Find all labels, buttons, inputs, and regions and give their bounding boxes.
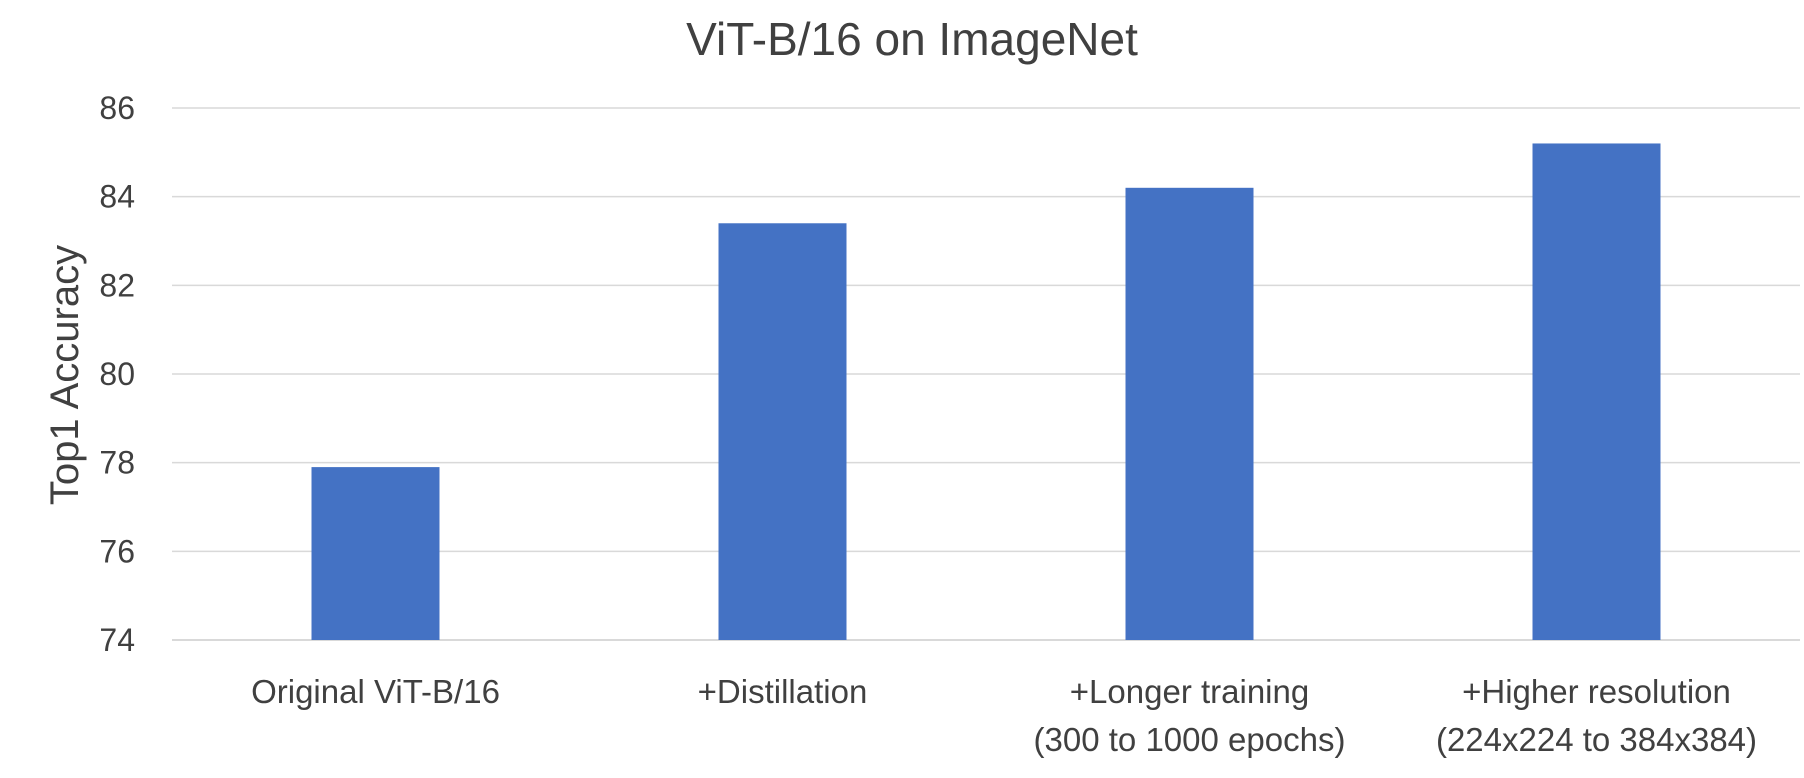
y-tick-label: 80 — [99, 356, 135, 392]
gridlines — [172, 107, 1800, 641]
chart-title: ViT-B/16 on ImageNet — [686, 13, 1138, 65]
x-category-label: (300 to 1000 epochs) — [1034, 721, 1346, 758]
y-tick-label: 86 — [99, 90, 135, 126]
x-category-label: (224x224 to 384x384) — [1436, 721, 1757, 758]
y-tick-label: 84 — [99, 179, 135, 215]
bar — [718, 223, 847, 640]
x-category-label: +Distillation — [698, 673, 868, 710]
x-category-label: +Longer training — [1070, 673, 1309, 710]
bar — [311, 467, 440, 640]
bar — [1532, 143, 1661, 640]
x-category-label: +Higher resolution — [1462, 673, 1731, 710]
bars — [311, 143, 1661, 641]
y-tick-labels: 74 76 78 80 82 84 86 — [99, 90, 135, 658]
x-category-label: Original ViT-B/16 — [251, 673, 500, 710]
y-tick-label: 78 — [99, 445, 135, 481]
y-tick-label: 76 — [99, 533, 135, 569]
x-category-labels: Original ViT-B/16 +Distillation +Longer tr… — [251, 673, 1757, 758]
y-tick-label: 82 — [99, 267, 135, 303]
y-axis-label: Top1 Accuracy — [43, 245, 87, 505]
bar — [1125, 187, 1254, 641]
y-tick-label: 74 — [99, 622, 135, 658]
